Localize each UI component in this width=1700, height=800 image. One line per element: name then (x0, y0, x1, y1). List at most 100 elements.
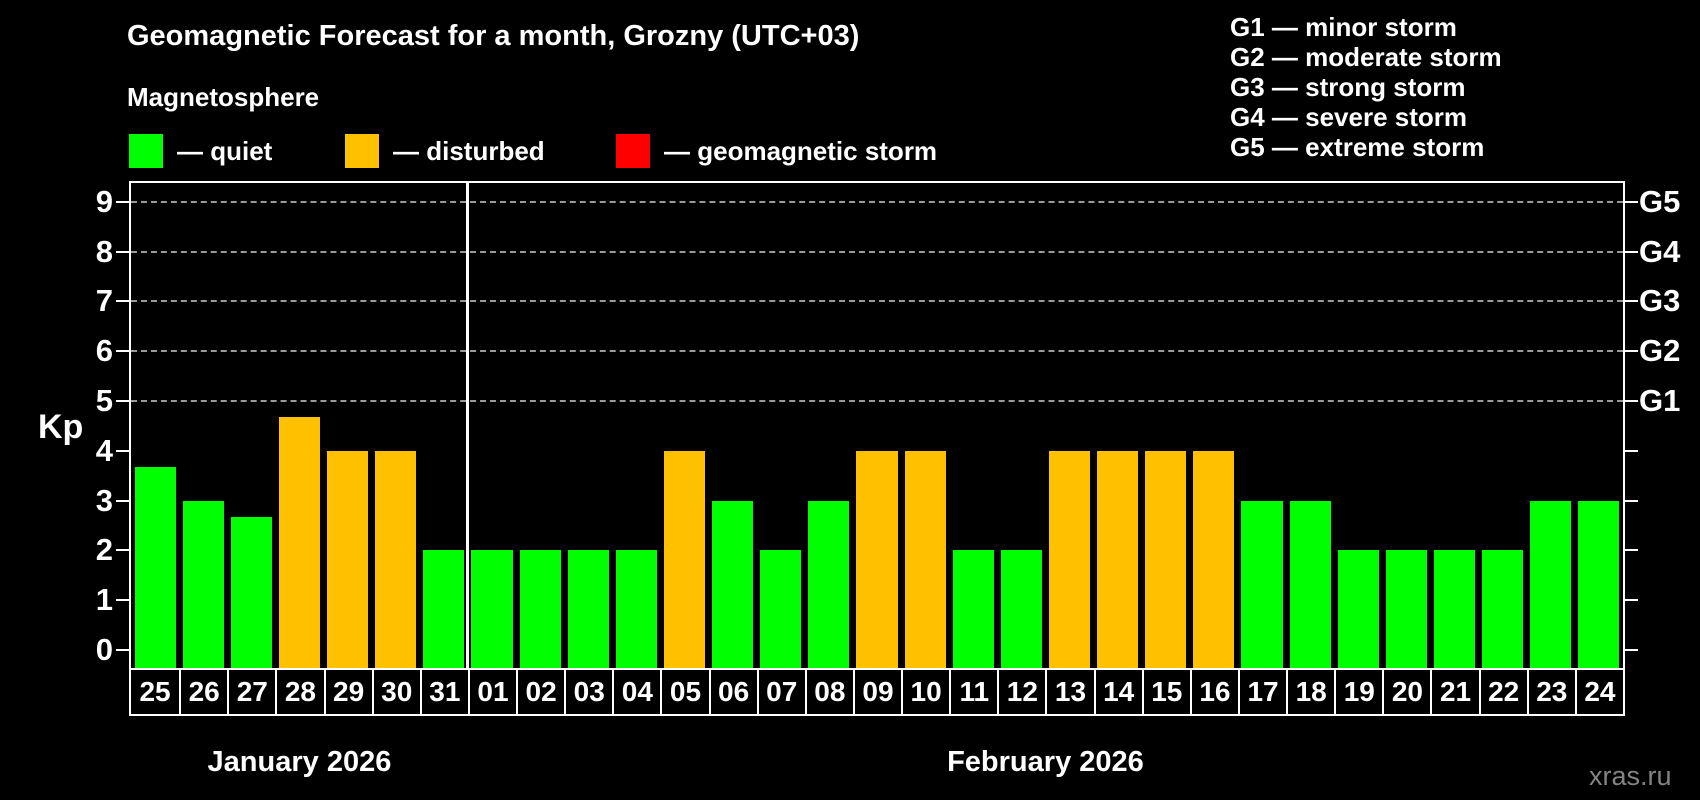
date-cell-31: 31 (419, 670, 468, 714)
kp-bar-14 (1097, 450, 1139, 668)
kp-bar-07 (760, 550, 802, 668)
date-cell-20: 20 (1382, 670, 1431, 714)
date-cell-15: 15 (1141, 670, 1190, 714)
kp-bar-19 (1337, 550, 1379, 668)
date-cell-03: 03 (564, 670, 613, 714)
left-tick-4 (116, 449, 129, 452)
kp-bar-31 (423, 550, 465, 668)
g5-legend-line: G5 — extreme storm (1230, 132, 1485, 162)
g-axis-label-g3: G3 (1639, 283, 1681, 319)
g-axis-label-g1: G1 (1639, 383, 1681, 418)
left-tick-7 (116, 300, 129, 303)
date-cell-25: 25 (131, 670, 180, 714)
kp-bar-20 (1385, 550, 1427, 668)
date-cell-02: 02 (516, 670, 565, 714)
kp-bar-25 (134, 467, 176, 668)
date-cell-04: 04 (612, 670, 661, 714)
date-cell-18: 18 (1286, 670, 1335, 714)
legend-label-quiet: — quiet (177, 135, 273, 166)
kp-bar-03 (567, 550, 609, 668)
legend-label-geomagnetic-storm: — geomagnetic storm (664, 135, 938, 166)
kp-bar-27 (230, 517, 272, 668)
month-separator (466, 183, 470, 668)
right-tick-3 (1625, 499, 1638, 502)
g-axis-label-g5: G5 (1639, 183, 1681, 219)
left-tick-8 (116, 250, 129, 253)
left-tick-3 (116, 499, 129, 502)
y-axis-label-9: 9 (95, 183, 113, 219)
kp-bar-09 (856, 450, 898, 668)
kp-bar-05 (663, 450, 706, 668)
kp-bar-10 (904, 450, 946, 668)
kp-bar-29 (327, 450, 369, 668)
y-axis-label-2: 2 (95, 532, 113, 568)
kp-bar-12 (1000, 550, 1042, 668)
gridline-kp8 (131, 250, 1623, 253)
date-cell-07: 07 (756, 670, 805, 714)
legend-item-disturbed: — disturbed (345, 133, 545, 169)
g-scale-legend: G1 — minor storm G2 — moderate storm G3 … (1230, 12, 1502, 162)
date-cell-11: 11 (949, 670, 998, 714)
kp-bar-06 (712, 500, 754, 668)
gridline-kp5 (131, 400, 1623, 402)
y-axis-label-1: 1 (95, 582, 113, 618)
right-tick-2 (1625, 549, 1638, 552)
date-cell-08: 08 (804, 670, 853, 714)
kp-bar-24 (1578, 500, 1620, 668)
left-tick-2 (116, 549, 129, 552)
kp-bar-16 (1193, 450, 1235, 668)
x-axis-date-row: 25 26 27 28 29 30 31 01 02 03 04 05 06 07 08 09 10 11 12 13… (129, 668, 1625, 716)
date-cell-30: 30 (371, 670, 420, 714)
kp-bar-17 (1241, 500, 1283, 668)
left-tick-9 (116, 200, 129, 203)
g-axis-label-g2: G2 (1639, 333, 1681, 369)
kp-bar-01 (471, 550, 513, 668)
legend-item-quiet: — quiet (129, 133, 272, 169)
date-cell-21: 21 (1430, 670, 1479, 714)
quiet-color-swatch (129, 134, 163, 168)
date-cell-26: 26 (179, 670, 228, 714)
date-cell-28: 28 (275, 670, 324, 714)
y-axis-label-7: 7 (95, 283, 113, 319)
date-cell-19: 19 (1334, 670, 1383, 714)
legend-label-disturbed: — disturbed (393, 135, 545, 166)
plot-area (129, 181, 1625, 670)
y-axis-label-8: 8 (95, 233, 113, 269)
right-tick-8 (1625, 250, 1638, 253)
date-cell-13: 13 (1045, 670, 1094, 714)
date-cell-10: 10 (901, 670, 950, 714)
kp-bar-04 (615, 550, 657, 668)
date-cell-24: 24 (1574, 670, 1623, 714)
right-tick-6 (1625, 350, 1638, 353)
g-axis-label-g4: G4 (1639, 233, 1681, 269)
right-tick-4 (1625, 449, 1638, 452)
right-tick-7 (1625, 300, 1638, 303)
date-cell-27: 27 (227, 670, 276, 714)
date-cell-01: 01 (467, 670, 517, 714)
y-axis-title: Kp (38, 408, 84, 446)
month-label-february: February 2026 (947, 746, 1144, 778)
kp-bar-26 (182, 500, 224, 668)
right-tick-0 (1625, 649, 1638, 651)
chart-title: Geomagnetic Forecast for a month, Grozny… (127, 20, 860, 52)
legend-item-geomagnetic-storm: — geomagnetic storm (616, 133, 937, 169)
gridline-kp6 (131, 350, 1623, 353)
kp-bar-22 (1482, 550, 1524, 668)
y-axis-label-0: 0 (95, 632, 113, 667)
date-cell-06: 06 (708, 670, 757, 714)
g1-legend-line: G1 — minor storm (1230, 12, 1457, 42)
left-tick-5 (116, 400, 129, 402)
kp-bar-08 (808, 500, 850, 668)
left-tick-0 (116, 649, 129, 651)
left-tick-6 (116, 350, 129, 353)
storm-color-swatch (616, 134, 650, 168)
date-cell-05: 05 (660, 670, 709, 714)
right-tick-9 (1625, 200, 1638, 203)
kp-bar-28 (278, 417, 320, 668)
kp-bar-13 (1048, 450, 1091, 668)
date-cell-14: 14 (1093, 670, 1142, 714)
right-tick-1 (1625, 599, 1638, 602)
gridline-kp9 (131, 200, 1623, 203)
magnetosphere-label: Magnetosphere (127, 82, 320, 112)
date-cell-09: 09 (852, 670, 902, 714)
